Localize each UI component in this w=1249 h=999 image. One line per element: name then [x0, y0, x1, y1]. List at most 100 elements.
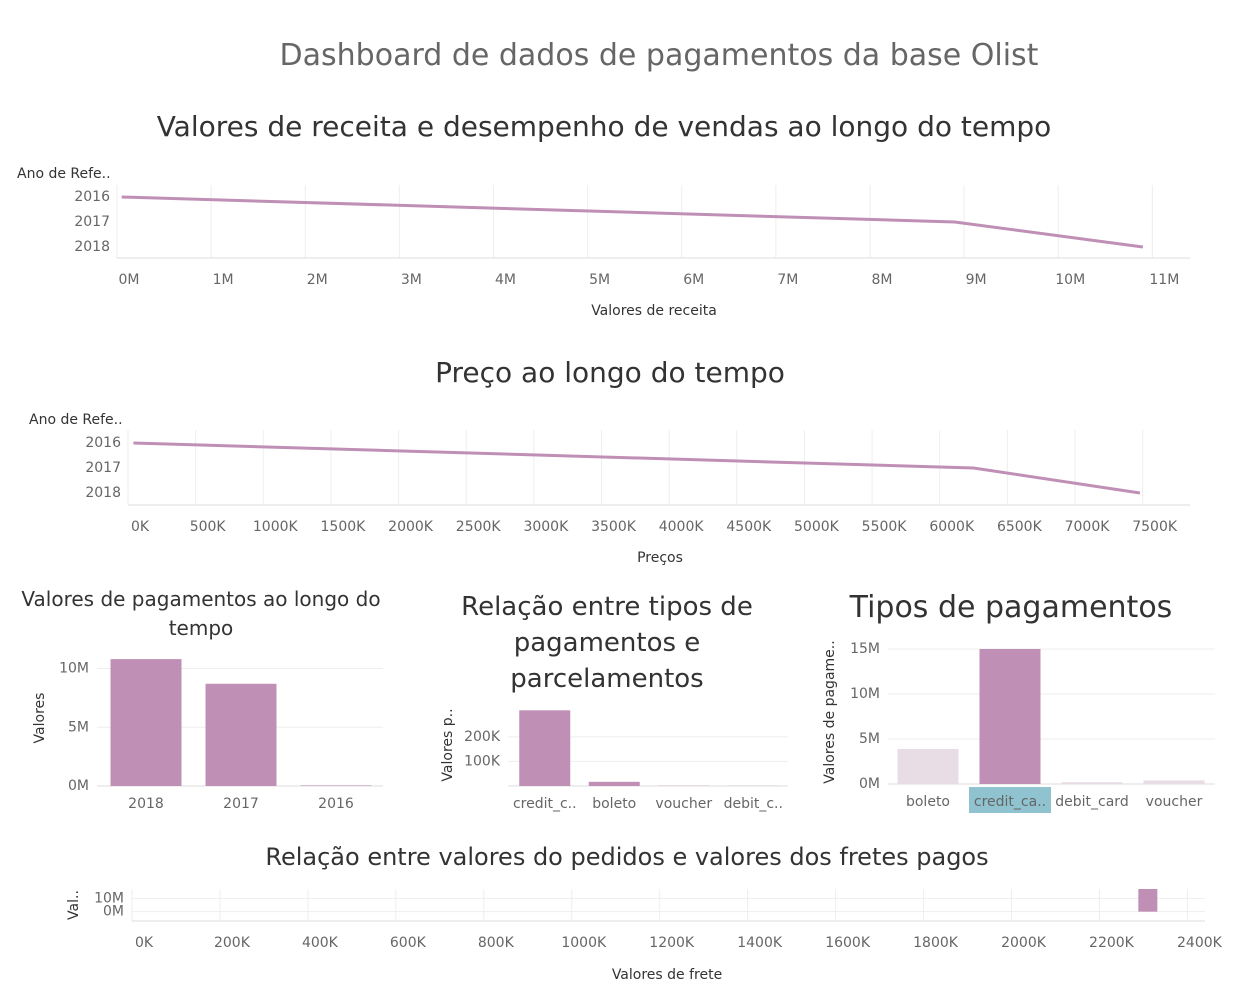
y-axis-label: Ano de Refe..: [29, 412, 123, 428]
bar: [1061, 782, 1123, 784]
x-tick-label: 5000K: [794, 519, 840, 535]
x-tick-label: 11M: [1149, 272, 1179, 288]
bar: [1143, 780, 1205, 784]
bar: [979, 649, 1041, 784]
chart-title: Relação entre valores do pedidos e valor…: [265, 843, 989, 871]
chart-title: Tipos de pagamentos: [849, 590, 1173, 625]
highlight: [969, 787, 1051, 813]
x-tick-label: 1800K: [913, 935, 959, 951]
y-axis-label: Ano de Refe..: [17, 166, 111, 182]
y-axis-label: Val..: [66, 890, 82, 920]
x-tick-label: 6000K: [929, 519, 975, 535]
x-tick-label: 2400K: [1177, 935, 1223, 951]
x-tick-label: 9M: [966, 272, 987, 288]
bar: [1138, 889, 1158, 912]
x-tick-label: 500K: [190, 519, 227, 535]
x-tick-label: credit_ca..: [974, 794, 1046, 810]
x-axis-label: Preços: [637, 550, 683, 566]
y-tick-label: 200K: [464, 729, 501, 745]
x-tick-label: 2500K: [456, 519, 502, 535]
x-tick-label: boleto: [906, 794, 950, 810]
y-tick-label: 2017: [74, 214, 110, 230]
y-tick-label: 2016: [85, 435, 121, 451]
y-tick-label: 0M: [103, 904, 124, 920]
bar: [897, 748, 959, 784]
x-tick-label: 8M: [871, 272, 892, 288]
x-tick-label: credit_c..: [513, 796, 577, 812]
y-axis-label: Valores de pagame..: [822, 640, 838, 783]
x-tick-label: 3M: [401, 272, 422, 288]
x-tick-label: 1400K: [737, 935, 783, 951]
x-tick-label: 600K: [390, 935, 427, 951]
x-tick-label: 400K: [302, 935, 339, 951]
x-tick-label: 1M: [213, 272, 234, 288]
x-tick-label: 2016: [318, 796, 354, 812]
dashboard-title: Dashboard de dados de pagamentos da base…: [279, 38, 1039, 73]
x-tick-label: 4M: [495, 272, 516, 288]
y-tick-label: 2016: [74, 189, 110, 205]
x-tick-label: 5500K: [862, 519, 908, 535]
x-tick-label: 6500K: [997, 519, 1043, 535]
y-tick-label: 100K: [464, 753, 501, 769]
x-tick-label: voucher: [655, 796, 712, 812]
x-tick-label: 4000K: [659, 519, 705, 535]
x-tick-label: debit_card: [1055, 794, 1128, 810]
y-tick-label: 0M: [68, 778, 89, 794]
y-tick-label: 2017: [85, 460, 121, 476]
y-tick-label: 5M: [68, 719, 89, 735]
x-tick-label: 7M: [777, 272, 798, 288]
bar: [300, 785, 372, 786]
line: [133, 441, 1141, 495]
bar: [519, 710, 571, 786]
x-tick-label: debit_c..: [724, 796, 783, 812]
x-tick-label: 2000K: [388, 519, 434, 535]
y-tick-label: 0M: [859, 776, 880, 792]
x-tick-label: 2M: [307, 272, 328, 288]
x-tick-label: 200K: [214, 935, 251, 951]
bar: [205, 683, 277, 786]
y-tick-label: 2018: [74, 239, 110, 255]
x-tick-label: 1200K: [649, 935, 695, 951]
x-tick-label: 1000K: [561, 935, 607, 951]
chart-title: Relação entre tipos de pagamentos e parc…: [461, 592, 753, 694]
line: [121, 195, 1144, 249]
x-tick-label: 3000K: [523, 519, 569, 535]
x-tick-label: 0K: [135, 935, 154, 951]
y-tick-label: 10M: [850, 686, 880, 702]
x-tick-label: 10M: [1055, 272, 1085, 288]
x-tick-label: 1500K: [321, 519, 367, 535]
y-tick-label: 2018: [85, 485, 121, 501]
chart-title: Preço ao longo do tempo: [435, 356, 785, 389]
y-tick-label: 10M: [59, 661, 89, 677]
x-tick-label: 7500K: [1132, 519, 1178, 535]
x-tick-label: 6M: [683, 272, 704, 288]
chart-title: Valores de pagamentos ao longo do tempo: [21, 587, 381, 640]
y-axis-label: Valores: [32, 693, 48, 744]
y-tick-label: 10M: [94, 890, 124, 906]
bar: [588, 781, 640, 786]
x-tick-label: 2018: [128, 796, 164, 812]
x-tick-label: 7000K: [1065, 519, 1111, 535]
x-tick-label: 5M: [589, 272, 610, 288]
x-tick-label: 800K: [478, 935, 515, 951]
x-tick-label: 2000K: [1001, 935, 1047, 951]
x-tick-label: 0M: [119, 272, 140, 288]
x-tick-label: 2017: [223, 796, 259, 812]
y-tick-label: 5M: [859, 731, 880, 747]
x-tick-label: 2200K: [1089, 935, 1135, 951]
x-axis-label: Valores de receita: [591, 303, 717, 319]
x-tick-label: 4500K: [726, 519, 772, 535]
y-axis-label: Valores p..: [440, 708, 456, 781]
x-tick-label: voucher: [1146, 794, 1203, 810]
bar: [110, 659, 182, 786]
x-axis-label: Valores de frete: [612, 967, 722, 983]
x-tick-label: 0K: [131, 519, 150, 535]
x-tick-label: boleto: [592, 796, 636, 812]
y-tick-label: 15M: [850, 641, 880, 657]
x-tick-label: 1000K: [253, 519, 299, 535]
chart-title: Valores de receita e desempenho de venda…: [156, 110, 1052, 143]
x-tick-label: 3500K: [591, 519, 637, 535]
x-tick-label: 1600K: [825, 935, 871, 951]
